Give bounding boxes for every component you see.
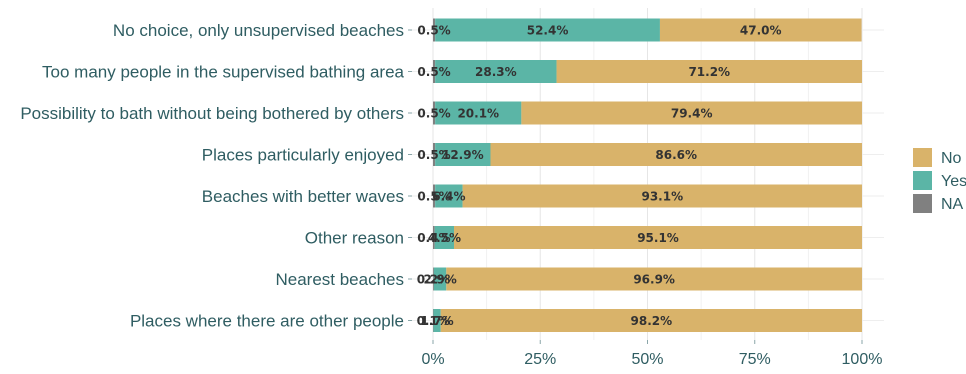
legend-label-na: NA [941, 196, 964, 213]
data-label-na: 0.5% [417, 148, 450, 162]
bar-segment-na [433, 101, 436, 125]
data-label-no: 86.6% [655, 148, 697, 162]
bar-segment-no [446, 267, 862, 291]
category-label: Places where there are other people [130, 312, 404, 331]
data-label-yes: 52.4% [527, 24, 569, 38]
category-label: No choice, only unsupervised beaches [113, 21, 404, 40]
bar-segment-yes [435, 18, 660, 42]
bars [433, 18, 862, 332]
category-label: Possibility to bath without being bother… [20, 104, 404, 123]
data-label-na: 0.4% [417, 231, 450, 245]
category-label: Other reason [305, 229, 404, 248]
bar-segment-yes [435, 184, 463, 208]
category-label: Beaches with better waves [202, 187, 404, 206]
data-label-no: 98.2% [631, 314, 673, 328]
data-label-no: 95.1% [637, 231, 679, 245]
x-axis-ticks: 0% 25% 50% 75% 100% [421, 340, 882, 368]
legend-label-yes: Yes [941, 173, 966, 190]
x-tick-label: 50% [631, 351, 663, 368]
bar-segment-yes [433, 267, 447, 291]
bar-segment-na [433, 226, 435, 249]
data-label-yes: 6.4% [432, 190, 465, 204]
category-label: Too many people in the supervised bathin… [42, 63, 405, 82]
data-label-yes: 12.9% [442, 148, 484, 162]
bar-segment-no [490, 143, 862, 166]
data-label-yes: 20.1% [457, 107, 499, 121]
category-labels: No choice, only unsupervised beaches Too … [20, 21, 412, 331]
bar-segment-yes [435, 143, 491, 166]
bar-segment-no [659, 18, 862, 42]
data-label-yes: 2.9% [423, 273, 456, 287]
x-tick-label: 100% [842, 351, 883, 368]
bar-segment-na [433, 18, 436, 42]
x-tick-label: 75% [739, 351, 771, 368]
category-label: Nearest beaches [275, 270, 404, 289]
data-label-no: 71.2% [688, 65, 730, 79]
data-label-na: 0.5% [417, 107, 450, 121]
bar-labels: 0.5% 52.4% 47.0% 0.5% 28.3% 71.2% 0.5% 20.1% 79.… [417, 24, 782, 329]
data-label-no: 47.0% [740, 24, 782, 38]
x-tick-label: 25% [524, 351, 556, 368]
bar-segment-yes [435, 101, 522, 125]
data-label-yes: 28.3% [475, 65, 517, 79]
data-label-no: 96.9% [633, 273, 675, 287]
legend-key-na [913, 194, 932, 213]
legend: No Yes NA [913, 148, 966, 213]
bar-segment-yes [433, 309, 441, 332]
data-label-na: 0.5% [417, 65, 450, 79]
data-label-na: 0.2% [417, 273, 450, 287]
bar-segment-na [433, 184, 436, 208]
x-tick-label: 0% [421, 351, 444, 368]
bar-segment-no [454, 226, 862, 249]
legend-key-no [913, 148, 932, 167]
data-label-yes: 4.5% [428, 231, 461, 245]
bar-segment-yes [434, 226, 455, 249]
legend-label-no: No [941, 150, 962, 167]
bar-segment-no [556, 60, 862, 83]
category-label: Places particularly enjoyed [202, 146, 404, 165]
bar-segment-na [433, 143, 436, 166]
data-label-no: 93.1% [641, 190, 683, 204]
bar-segment-na [433, 60, 436, 83]
bar-segment-no [440, 309, 862, 332]
bar-segment-no [521, 101, 862, 125]
legend-key-yes [913, 171, 932, 190]
data-label-na: 0.1% [417, 314, 450, 328]
data-label-no: 79.4% [671, 107, 713, 121]
bar-segment-no [462, 184, 862, 208]
bar-segment-yes [435, 60, 557, 83]
data-label-yes: 1.7% [420, 314, 453, 328]
bar-segment-na [433, 267, 434, 291]
data-label-na: 0.5% [417, 24, 450, 38]
data-label-na: 0.5% [417, 190, 450, 204]
